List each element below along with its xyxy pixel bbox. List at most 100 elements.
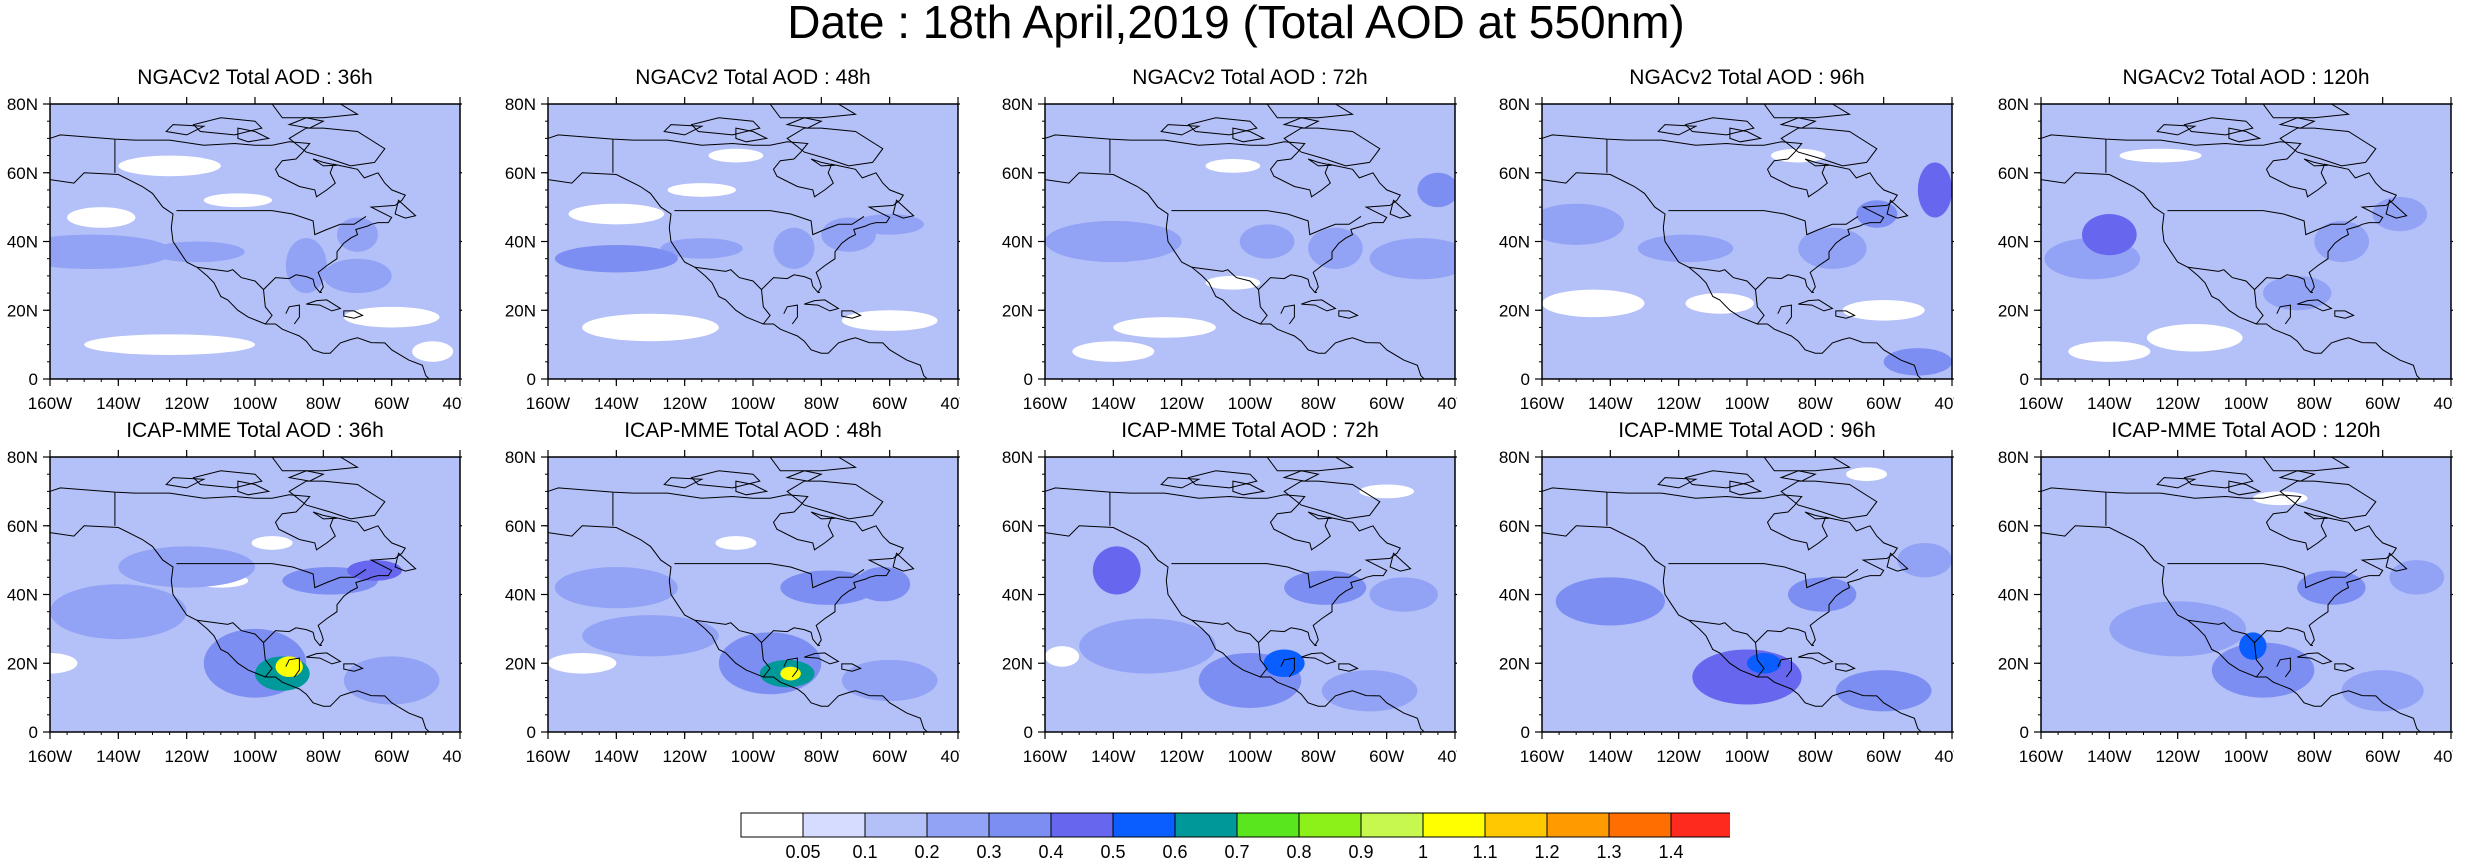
x-tick-label: 140W — [1091, 394, 1135, 413]
coastline — [285, 657, 300, 678]
aod-contour-region — [821, 217, 876, 252]
x-tick-label: 100W — [731, 394, 775, 413]
colorbar-swatch — [1670, 812, 1730, 838]
x-tick-label: 80W — [306, 747, 341, 766]
aod-contour-region — [780, 570, 876, 605]
map-panel: NGACv2 Total AOD : 120h 160W 140W 120W 100W 8… — [1993, 64, 2453, 424]
y-tick-label: 60N — [1499, 517, 1530, 536]
coastline — [2041, 487, 2398, 678]
colorbar-swatch — [1112, 812, 1176, 838]
island-outline — [1187, 117, 1258, 136]
country-border — [1688, 619, 1756, 643]
y-tick-label: 40N — [7, 233, 38, 252]
low-aod-region — [1842, 299, 1925, 321]
map-panel: ICAP-MME Total AOD : 120h 160W 140W 120W 100… — [1993, 417, 2453, 777]
low-aod-region — [1846, 467, 1888, 482]
island-outline — [1283, 480, 1381, 520]
low-aod-region — [1205, 275, 1261, 290]
aod-contour-region — [1284, 570, 1367, 605]
island-outline — [1763, 457, 1852, 472]
island-outline — [192, 117, 263, 136]
aod-contour-region — [323, 258, 392, 294]
panel-title: NGACv2 Total AOD : 48h — [635, 66, 871, 89]
island-outline — [2156, 124, 2197, 136]
island-outline — [2183, 117, 2254, 136]
coastline — [1045, 525, 1425, 732]
y-tick-label: 40N — [1499, 586, 1530, 605]
island-outline — [786, 127, 884, 167]
colorbar-label: 1.2 — [1534, 842, 1559, 860]
coastline — [1045, 172, 1425, 379]
x-tick-label: 80W — [2297, 394, 2332, 413]
coastline — [548, 525, 928, 732]
x-tick-label: 100W — [233, 394, 277, 413]
island-outline — [1160, 477, 1201, 489]
aod-contour-region — [1917, 162, 1952, 218]
colorbar-swatch — [1360, 812, 1424, 838]
x-tick-label: 100W — [233, 747, 277, 766]
aod-contour-region — [660, 238, 743, 259]
x-tick-label: 120W — [662, 747, 706, 766]
x-tick-label: 160W — [526, 394, 570, 413]
x-tick-label: 40W — [443, 394, 462, 413]
island-outline — [1389, 199, 1412, 219]
y-tick-label: 60N — [1499, 164, 1530, 183]
x-tick-label: 140W — [594, 747, 638, 766]
colorbar-label: 1.3 — [1596, 842, 1621, 860]
island-outline — [1886, 552, 1909, 572]
island-outline — [2334, 663, 2355, 672]
island-outline — [1338, 663, 1359, 672]
island-outline — [1804, 158, 1830, 167]
y-tick-label: 40N — [1499, 233, 1530, 252]
aod-contour-region — [1835, 670, 1932, 712]
colorbar-label: 1 — [1418, 842, 1428, 860]
aod-contour-region — [1637, 234, 1734, 263]
colorbar-label: 1.1 — [1472, 842, 1497, 860]
coastline — [50, 525, 430, 732]
low-aod-region — [118, 155, 221, 177]
y-tick-label: 40N — [1002, 233, 1033, 252]
island-outline — [1684, 117, 1755, 136]
aod-contour-region — [2263, 275, 2332, 311]
island-outline — [1780, 127, 1878, 167]
low-aod-region — [715, 536, 757, 550]
aod-contour-region — [2082, 214, 2137, 256]
colorbar-label: 0.9 — [1348, 842, 1373, 860]
low-aod-region — [1205, 159, 1261, 173]
island-outline — [690, 117, 761, 136]
x-tick-label: 160W — [1520, 394, 1564, 413]
low-aod-region — [2146, 324, 2243, 352]
panel-title: NGACv2 Total AOD : 72h — [1132, 66, 1368, 89]
aod-contour-region — [1239, 224, 1295, 259]
low-aod-region — [203, 193, 273, 208]
island-outline — [288, 480, 386, 520]
y-tick-label: 60N — [505, 164, 536, 183]
figure-title: Date : 18th April,2019 (Total AOD at 550… — [787, 0, 1685, 48]
y-tick-label: 0 — [2020, 723, 2029, 742]
island-outline — [1266, 457, 1355, 472]
aod-contour-region — [1883, 348, 1952, 376]
island-outline — [237, 480, 271, 496]
x-tick-label: 60W — [872, 394, 907, 413]
x-tick-label: 120W — [1656, 394, 1700, 413]
country-border — [176, 210, 367, 236]
coastline — [1777, 304, 1792, 325]
island-outline — [810, 511, 836, 520]
aod-contour-region — [554, 244, 678, 273]
x-tick-label: 100W — [731, 747, 775, 766]
y-tick-label: 0 — [1521, 370, 1530, 389]
y-tick-label: 80N — [505, 95, 536, 114]
low-aod-region — [1045, 646, 1080, 667]
island-outline — [2303, 511, 2329, 520]
x-tick-label: 140W — [1588, 747, 1632, 766]
coastline — [1280, 304, 1295, 325]
aod-map: 160W 140W 120W 100W 80W 60W 40W 0 20N 40N 60N 80N — [505, 448, 960, 766]
aod-contour-region — [343, 656, 440, 705]
y-tick-label: 40N — [505, 233, 536, 252]
x-tick-label: 80W — [804, 747, 839, 766]
map-panel: ICAP-MME Total AOD : 36h 160W 140W 120W 100W… — [2, 417, 462, 777]
island-outline — [892, 552, 915, 572]
panel-title: ICAP-MME Total AOD : 72h — [1121, 419, 1379, 442]
country-border — [674, 210, 865, 236]
low-aod-region — [1113, 317, 1216, 338]
